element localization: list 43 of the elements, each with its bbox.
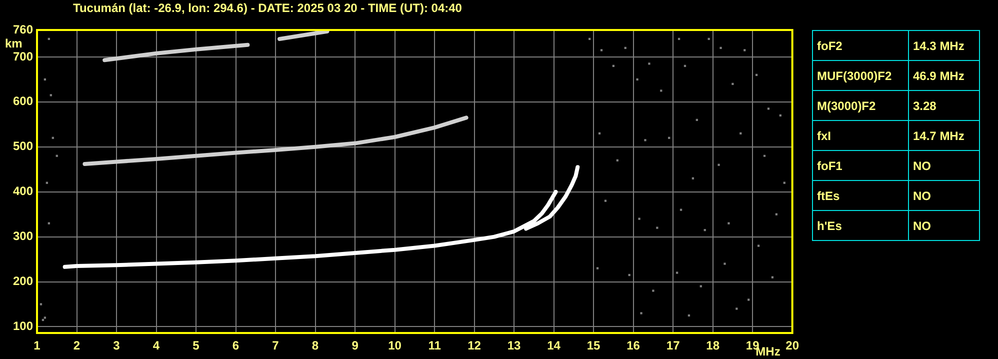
x-tick-label: 1 [34, 338, 41, 353]
y-tick-label: 760 [12, 22, 34, 36]
text: MUF(3000)F2 [812, 60, 908, 90]
x-tick-label: 10 [388, 338, 402, 353]
y-tick-label: 500 [12, 139, 34, 154]
x-tick-label: 2 [73, 338, 80, 353]
chart-title: Tucumán (lat: -26.9, lon: 294.6) - DATE: 2025 03 20 - TIME (UT): 04:40 [72, 1, 463, 15]
y-axis-title: km [5, 36, 22, 50]
text: foF1 [812, 150, 908, 180]
text: 3.28 [908, 90, 980, 120]
text: NO [908, 180, 980, 210]
text: M(3000)F2 [812, 90, 908, 120]
x-tick-label: 20 [786, 338, 800, 353]
x-tick-label: 11 [428, 338, 442, 353]
text: NO [908, 210, 980, 240]
y-tick-label: 200 [12, 274, 34, 288]
text: NO [908, 150, 980, 180]
y-tick-label: 100 [12, 319, 34, 334]
x-tick-label: 14 [547, 338, 561, 353]
x-tick-label: 9 [352, 338, 359, 353]
x-tick-label: 16 [626, 338, 640, 353]
x-tick-label: 8 [312, 338, 319, 353]
y-tick-label: 700 [12, 49, 34, 64]
text: ftEs [812, 180, 908, 210]
x-tick-label: 15 [586, 338, 601, 353]
x-tick-label: 5 [192, 338, 200, 353]
y-tick-label: 600 [12, 94, 34, 108]
text: fxI [812, 120, 908, 150]
x-tick-label: 12 [468, 338, 482, 353]
text: 46.9 MHz [908, 60, 980, 90]
x-tick-label: 18 [706, 338, 720, 353]
x-tick-label: 6 [232, 338, 240, 353]
x-tick-label: 3 [113, 338, 120, 353]
x-tick-label: 13 [507, 338, 522, 353]
y-tick-label: 300 [12, 229, 34, 244]
x-tick-label: 7 [272, 338, 280, 353]
x-tick-label: 4 [152, 338, 160, 353]
y-tick-label: 400 [12, 184, 34, 198]
text: 14.7 MHz [908, 120, 980, 150]
text: h'Es [812, 210, 908, 240]
text: foF2 [812, 30, 908, 60]
x-tick-label: 17 [666, 338, 680, 353]
text: 14.3 MHz [908, 30, 980, 60]
